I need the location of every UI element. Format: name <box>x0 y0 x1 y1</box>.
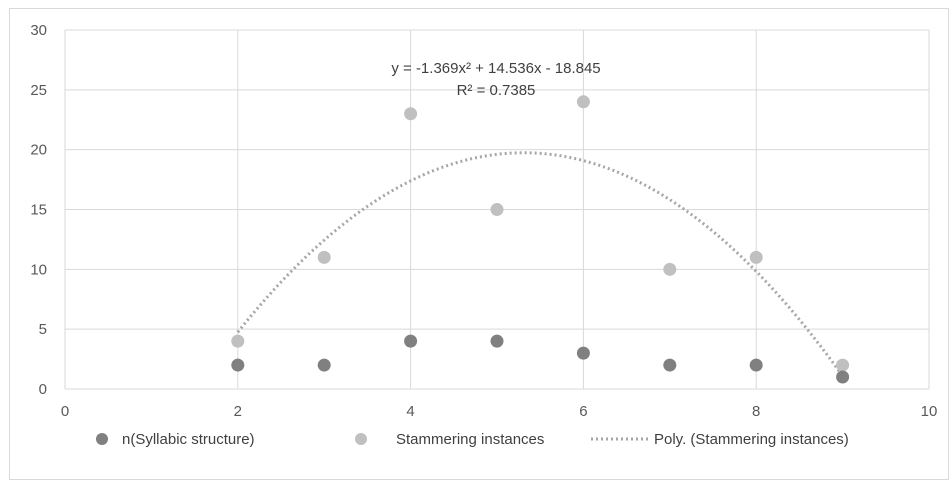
legend-marker-syllabic <box>96 433 108 445</box>
stammering-point <box>749 250 763 264</box>
stammering-point <box>231 334 245 348</box>
y-tick-label: 30 <box>30 22 47 39</box>
syllabic-point <box>576 346 590 360</box>
x-tick-label: 10 <box>921 403 938 420</box>
syllabic-point <box>490 334 504 348</box>
legend: n(Syllabic structure) Stammering instanc… <box>96 431 849 448</box>
legend-marker-stammering <box>355 433 367 445</box>
chart-area <box>9 8 949 480</box>
x-tick-label: 4 <box>406 403 414 420</box>
trendline-equation: y = -1.369x² + 14.536x - 18.845 <box>391 60 600 77</box>
syllabic-point <box>663 358 677 372</box>
syllabic-point <box>836 370 850 384</box>
trendline-r-squared: R² = 0.7385 <box>457 82 536 99</box>
x-tick-label: 2 <box>234 403 242 420</box>
stammering-point <box>836 358 850 372</box>
x-tick-label: 6 <box>579 403 587 420</box>
y-tick-label: 15 <box>30 202 47 219</box>
stammering-point <box>490 203 504 216</box>
y-tick-label: 0 <box>39 381 47 398</box>
x-tick-label: 0 <box>61 403 69 420</box>
tick-labels: 0 5 10 15 20 25 30 0 2 4 6 8 10 <box>30 22 937 420</box>
legend-label-syllabic: n(Syllabic structure) <box>122 431 255 448</box>
stammering-point <box>317 250 331 264</box>
trendline <box>236 151 844 377</box>
legend-label-stammering: Stammering instances <box>396 431 544 448</box>
stammering-point <box>663 262 677 276</box>
stammering-point <box>404 107 418 121</box>
x-tick-label: 8 <box>752 403 760 420</box>
gridlines <box>64 29 930 390</box>
syllabic-point <box>749 358 763 372</box>
y-tick-label: 10 <box>30 261 47 278</box>
stammering-point <box>576 95 590 109</box>
syllabic-point <box>231 358 245 372</box>
syllabic-point <box>317 358 331 372</box>
y-tick-label: 20 <box>30 142 47 159</box>
legend-label-trendline: Poly. (Stammering instances) <box>654 431 849 448</box>
syllabic-point <box>404 334 418 348</box>
y-tick-label: 5 <box>39 321 47 338</box>
y-tick-label: 25 <box>30 82 47 99</box>
data-points <box>231 95 850 384</box>
